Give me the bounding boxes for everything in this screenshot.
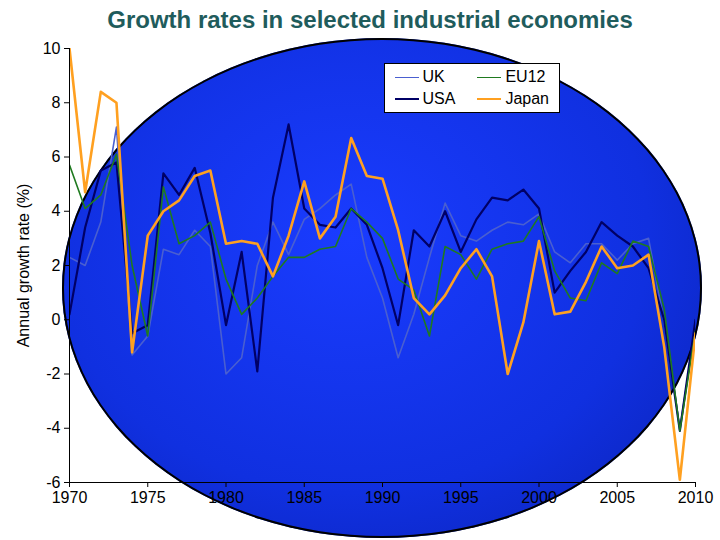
html-text:Japan: Japan [505,90,549,107]
svg-text:2010: 2010 [678,489,714,506]
svg-text:1970: 1970 [52,489,88,506]
svg-text:1975: 1975 [130,489,166,506]
html-text:UK: UK [422,68,445,85]
svg-text:2000: 2000 [521,489,557,506]
svg-text:1980: 1980 [208,489,244,506]
html-text:USA: USA [422,90,456,107]
svg-text:1985: 1985 [286,489,322,506]
svg-text:Annual growth rate (%): Annual growth rate (%) [15,184,32,348]
svg-text:4: 4 [52,202,61,219]
svg-text:1990: 1990 [365,489,401,506]
svg-text:2005: 2005 [599,489,635,506]
svg-text:-2: -2 [46,365,60,382]
html-text:EU12: EU12 [505,68,546,85]
svg-text:6: 6 [52,148,61,165]
svg-text:8: 8 [52,94,61,111]
svg-text:-6: -6 [46,473,61,491]
svg-text:-4: -4 [46,419,60,436]
svg-text:0: 0 [52,311,61,328]
svg-text:10: 10 [43,40,61,57]
html-text:Growth rates in selected indus: Growth rates in selected industrial econ… [107,6,633,33]
svg-text:1995: 1995 [443,489,479,506]
svg-text:2: 2 [52,257,61,274]
